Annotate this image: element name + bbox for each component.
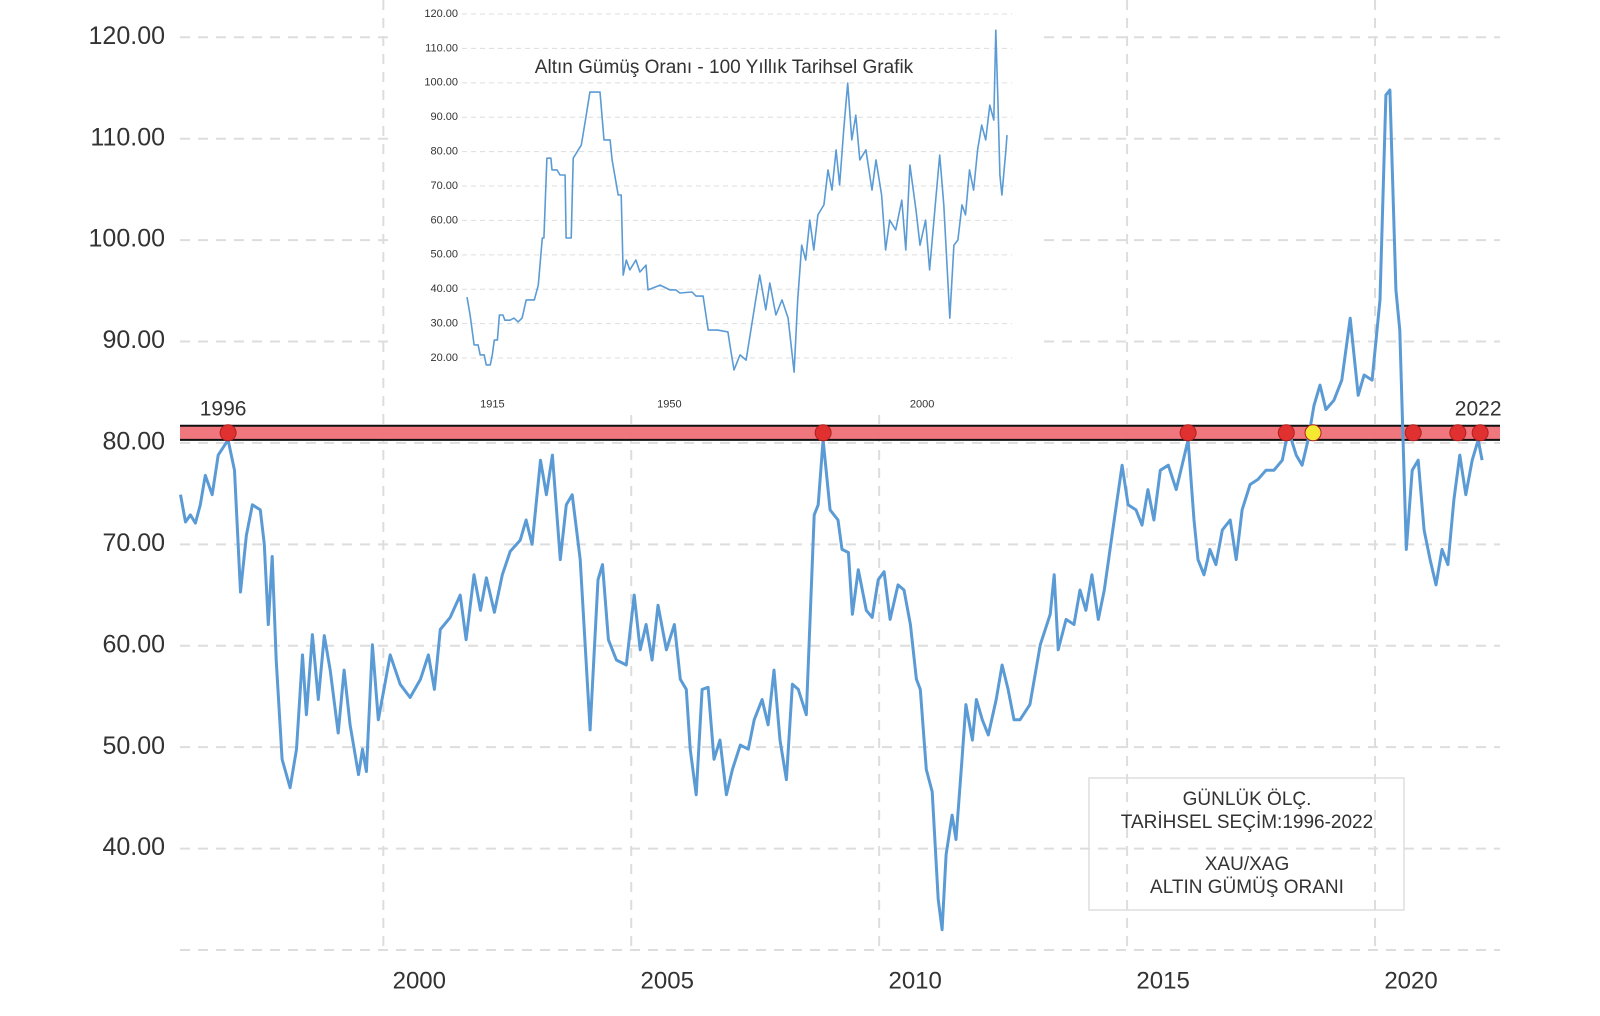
- x-tick-label: 2005: [641, 967, 694, 994]
- y-tick-label: 110.00: [90, 123, 165, 151]
- marker: [1277, 424, 1295, 442]
- annotation: 1996: [200, 397, 247, 420]
- x-tick-label: 2000: [393, 967, 446, 994]
- inset-chart: Altın Gümüş Oranı - 100 Yıllık Tarihsel …: [392, 0, 1040, 415]
- x-tick-label: 2015: [1136, 967, 1189, 994]
- info-text: GÜNLÜK ÖLÇ.: [1183, 789, 1312, 810]
- y-tick-label: 70.00: [430, 180, 458, 192]
- y-tick-label: 120.00: [89, 22, 165, 50]
- info-text: XAU/XAG: [1205, 854, 1289, 875]
- x-tick-label: 1915: [480, 398, 504, 410]
- x-tick-label: 1950: [657, 398, 681, 410]
- y-tick-label: 110.00: [425, 42, 458, 54]
- marker: [814, 424, 832, 442]
- y-tick-label: 80.00: [102, 428, 165, 456]
- y-tick-label: 40.00: [102, 833, 165, 861]
- y-tick-label: 50.00: [430, 249, 458, 261]
- y-tick-label: 100.00: [424, 77, 458, 89]
- x-tick-label: 2000: [910, 398, 934, 410]
- x-tick-label: 2010: [888, 967, 941, 994]
- y-tick-label: 60.00: [430, 214, 458, 226]
- info-text: ALTIN GÜMÜŞ ORANI: [1150, 877, 1344, 898]
- y-tick-label: 30.00: [430, 318, 458, 330]
- y-tick-label: 100.00: [89, 225, 165, 253]
- marker: [219, 424, 237, 442]
- y-tick-label: 20.00: [430, 352, 458, 364]
- line-series: [466, 29, 1008, 373]
- y-tick-label: 80.00: [430, 146, 458, 158]
- y-tick-label: 90.00: [102, 326, 165, 354]
- info-box: [1088, 777, 1405, 911]
- y-tick-label: 40.00: [430, 283, 458, 295]
- marker: [1404, 424, 1422, 442]
- marker: [1471, 424, 1489, 442]
- inset-background: [392, 0, 1040, 415]
- info-text: TARİHSEL SEÇİM:1996-2022: [1121, 812, 1373, 833]
- x-tick-label: 2020: [1384, 967, 1437, 994]
- line-series: [179, 88, 1484, 932]
- marker: [1304, 424, 1322, 442]
- y-tick-label: 120.00: [424, 8, 458, 20]
- band: [180, 425, 1500, 440]
- inset-title: Altın Gümüş Oranı - 100 Yıllık Tarihsel …: [535, 57, 914, 78]
- y-tick-label: 60.00: [102, 630, 165, 658]
- marker: [1449, 424, 1467, 442]
- y-tick-label: 70.00: [102, 529, 165, 557]
- y-tick-label: 90.00: [430, 111, 458, 123]
- y-tick-label: 50.00: [102, 732, 165, 760]
- annotation: 2022: [1455, 397, 1502, 420]
- marker: [1179, 424, 1197, 442]
